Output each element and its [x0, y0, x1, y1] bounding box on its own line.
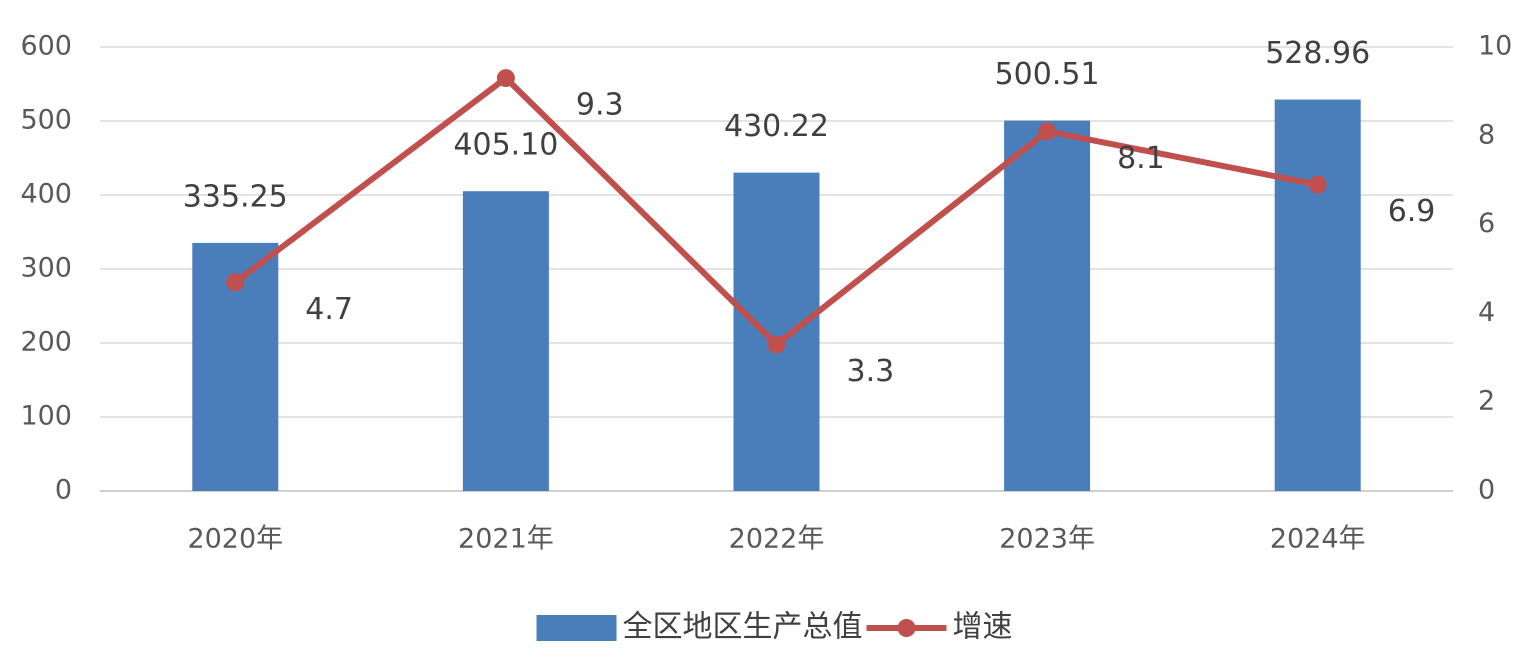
bar [1274, 99, 1361, 491]
y-tick-label: 300 [20, 253, 72, 284]
legend-swatch [897, 619, 916, 637]
legend-label: 全区地区生产总值 [623, 610, 863, 645]
x-tick-label: 2023年 [999, 524, 1095, 555]
y-tick-label: 0 [55, 475, 72, 506]
y-tick-label: 500 [20, 105, 72, 136]
y-tick-label: 600 [20, 31, 72, 62]
bar [462, 191, 549, 491]
data-label: 405.10 [453, 128, 558, 163]
data-label: 8.1 [1117, 141, 1165, 176]
line-marker [496, 69, 515, 88]
y-tick-label: 400 [20, 179, 72, 210]
y-tick-label: 200 [20, 327, 72, 358]
data-label: 9.3 [576, 88, 624, 123]
bar [733, 172, 820, 491]
x-tick-label: 2022年 [729, 524, 825, 555]
y2-tick-label: 10 [1478, 31, 1512, 62]
data-label: 6.9 [1388, 194, 1436, 229]
line-marker [1308, 175, 1327, 194]
x-tick-label: 2021年 [458, 524, 554, 555]
y2-tick-label: 4 [1478, 297, 1495, 328]
y2-tick-label: 6 [1478, 208, 1495, 239]
x-tick-label: 2024年 [1270, 524, 1366, 555]
y2-tick-label: 0 [1478, 475, 1495, 506]
legend-label: 增速 [953, 610, 1013, 645]
legend-swatch [536, 615, 617, 641]
bar [1004, 120, 1091, 492]
data-label: 4.7 [305, 292, 353, 327]
data-label: 3.3 [847, 354, 895, 389]
line-marker [226, 273, 245, 292]
data-label: 528.96 [1265, 36, 1370, 71]
line-marker [767, 335, 786, 354]
y2-tick-label: 2 [1478, 386, 1495, 417]
y-tick-label: 100 [20, 401, 72, 432]
line-marker [1038, 122, 1057, 141]
data-label: 430.22 [724, 109, 829, 144]
data-label: 335.25 [183, 179, 288, 214]
x-tick-label: 2020年 [187, 524, 283, 555]
y2-tick-label: 8 [1478, 119, 1495, 150]
data-label: 500.51 [995, 57, 1100, 92]
